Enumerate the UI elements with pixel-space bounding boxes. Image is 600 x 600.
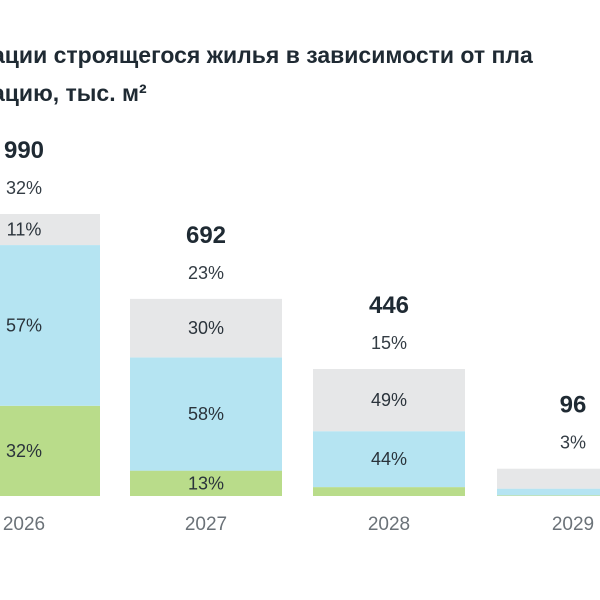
- x-tick-label-2026: 2026: [3, 514, 45, 535]
- total-label-2029: 96: [560, 392, 587, 419]
- total-label-2027: 692: [186, 222, 226, 249]
- x-tick-label-2029: 2029: [552, 514, 594, 535]
- segment-label-2028-2: 49%: [371, 390, 407, 410]
- total-share-label-2026: 32%: [6, 178, 42, 198]
- bar-segment-2026-0: [0, 405, 100, 496]
- segment-label-2026-2: 11%: [7, 220, 42, 240]
- bar-segment-2026-1: [0, 245, 100, 406]
- segment-label-2027-1: 58%: [188, 404, 224, 424]
- x-tick-label-2027: 2027: [185, 514, 227, 535]
- total-label-2028: 446: [369, 292, 409, 319]
- segment-label-2026-1: 57%: [6, 315, 42, 335]
- x-tick-label-2028: 2028: [368, 514, 410, 535]
- bar-segment-2026-2: [0, 214, 100, 245]
- bar-segment-2029-0: [497, 495, 600, 496]
- bar-segment-2027-2: [130, 298, 282, 358]
- total-share-label-2027: 23%: [188, 263, 224, 283]
- bar-segment-2028-1: [313, 431, 465, 488]
- total-share-label-2028: 15%: [371, 333, 407, 353]
- chart-title: ации строящегося жилья в зависимости от …: [0, 42, 533, 106]
- total-label-2026: 990: [4, 137, 44, 164]
- segment-label-2026-0: 32%: [6, 441, 42, 461]
- bar-segment-2027-0: [130, 470, 282, 496]
- segment-label-2027-2: 30%: [188, 318, 224, 338]
- segment-label-2027-0: 13%: [188, 473, 224, 493]
- total-share-label-2029: 3%: [560, 433, 586, 453]
- segment-label-2028-1: 44%: [371, 449, 407, 469]
- bar-segment-2028-0: [313, 487, 465, 496]
- bar-segment-2028-2: [313, 369, 465, 432]
- bar-segment-2029-1: [497, 488, 600, 496]
- bar-segment-2027-1: [130, 357, 282, 471]
- bar-segment-2029-2: [497, 468, 600, 489]
